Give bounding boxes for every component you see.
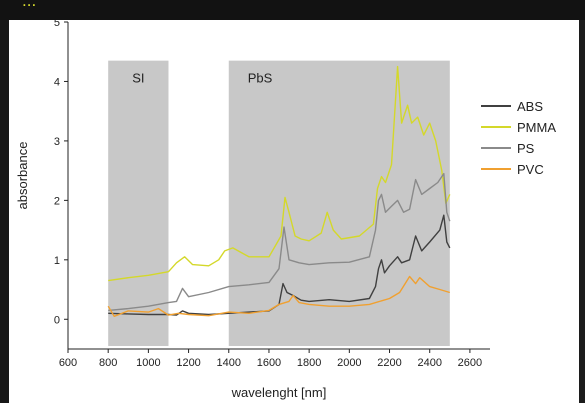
series-line-abs [108, 214, 451, 316]
x-tick-label: 800 [99, 357, 117, 369]
x-tick-label: 2000 [337, 357, 361, 369]
x-axis-title: wavelenght [nm] [231, 385, 327, 400]
legend-label-abs: ABS [517, 99, 543, 114]
region-band-pbs [228, 60, 450, 347]
x-tick-label: 2600 [458, 357, 482, 369]
top-caption-strip: ... [0, 0, 585, 20]
region-label-pbs: PbS [248, 71, 273, 86]
x-tick-label: 1000 [136, 357, 160, 369]
y-tick-label: 1 [54, 255, 60, 267]
legend-label-pvc: PVC [517, 162, 544, 177]
x-tick-label: 1400 [217, 357, 241, 369]
x-tick-label: 1800 [297, 357, 321, 369]
x-tick-label: 2200 [377, 357, 401, 369]
series-line-ps [108, 172, 451, 312]
partial-caption: ... [22, 0, 37, 10]
series-line-pmma [108, 65, 451, 282]
absorbance-chart: SI PbS 0 1 2 3 4 5 600 800 1000 1200 1400 1600 1800 20… [15, 20, 556, 400]
y-tick-label: 2 [54, 195, 60, 207]
right-dark-border [579, 20, 585, 403]
x-tick-label: 2400 [417, 357, 441, 369]
legend-label-ps: PS [517, 141, 535, 156]
series-line-pvc [107, 275, 451, 317]
x-tick-label: 1600 [257, 357, 281, 369]
x-tick-label: 600 [59, 357, 77, 369]
y-tick-label: 4 [54, 76, 60, 88]
axes-layer: 0 1 2 3 4 5 600 800 1000 1200 1400 1600 1800 2000 2200… [54, 20, 490, 369]
y-axis-title: absorbance [15, 142, 30, 210]
y-tick-label: 3 [54, 136, 60, 148]
left-dark-border [0, 20, 9, 403]
region-layer: SI PbS [108, 60, 450, 347]
region-band-si [108, 60, 169, 347]
axis-labels: wavelenght [nm] absorbance [15, 142, 326, 400]
legend: ABS PMMA PS PVC [481, 99, 556, 177]
series-layer [107, 65, 451, 317]
legend-label-pmma: PMMA [517, 120, 556, 135]
region-label-si: SI [132, 71, 144, 86]
y-tick-label: 5 [54, 20, 60, 29]
y-tick-label: 0 [54, 314, 60, 326]
x-tick-label: 1200 [176, 357, 200, 369]
chart-panel: SI PbS 0 1 2 3 4 5 600 800 1000 1200 1400 1600 1800 20… [9, 20, 579, 403]
